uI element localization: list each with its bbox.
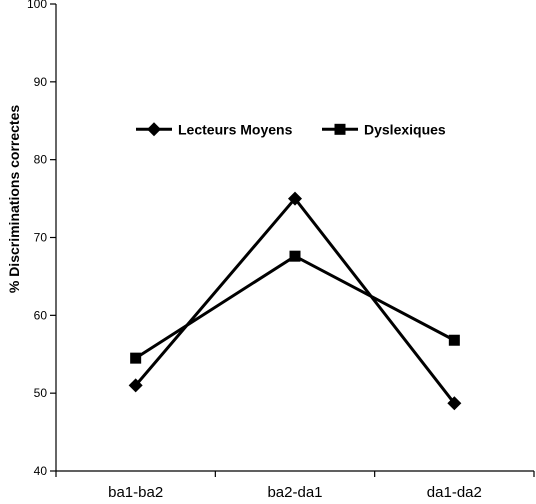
x-tick-label: da1-da2 — [427, 484, 482, 501]
legend-diamond-icon — [147, 122, 161, 137]
legend-item: Lecteurs Moyens — [136, 121, 293, 137]
axes — [55, 4, 534, 472]
diamond-marker — [288, 191, 302, 206]
legend-label: Dyslexiques — [364, 121, 446, 137]
legend-item: Dyslexiques — [322, 121, 446, 137]
y-tick-label: 50 — [34, 386, 48, 400]
y-tick-label: 80 — [34, 153, 48, 167]
x-tick-label: ba1-ba2 — [108, 484, 163, 501]
legend-label: Lecteurs Moyens — [178, 121, 293, 137]
y-tick-label: 100 — [27, 0, 47, 11]
y-tick-label: 90 — [34, 75, 48, 89]
y-axis-label: % Discriminations correctes — [6, 105, 22, 294]
square-marker — [448, 334, 460, 346]
diamond-marker — [447, 396, 462, 411]
y-tick-label: 40 — [34, 464, 48, 478]
diamond-marker — [128, 378, 143, 393]
x-ticks: ba1-ba2 ba2-da1 da1-da2 — [55, 471, 535, 501]
series-lecteurs-moyens — [128, 191, 462, 411]
y-tick-label: 70 — [34, 231, 48, 245]
y-ticks: 40 50 60 70 80 90 100 — [27, 0, 56, 478]
legend-square-icon — [334, 123, 346, 135]
x-tick-label: ba2-da1 — [267, 484, 322, 501]
series-dyslexiques — [130, 250, 460, 364]
square-marker — [130, 352, 142, 364]
y-tick-label: 60 — [34, 308, 48, 322]
square-marker — [289, 250, 301, 262]
series-layer — [128, 191, 462, 411]
legend: Lecteurs Moyens Dyslexiques — [136, 121, 446, 137]
series-line — [134, 196, 456, 405]
